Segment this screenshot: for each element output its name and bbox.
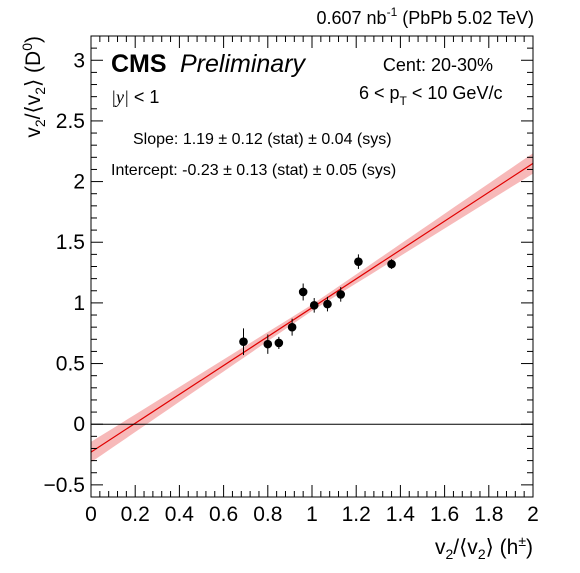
data-marker	[287, 322, 297, 332]
data-marker	[354, 257, 363, 266]
x-tick-label: 0.4	[165, 503, 195, 526]
pt-label: 6 < pT < 10 GeV/c	[359, 83, 502, 108]
x-tick-label: 0.2	[121, 503, 150, 526]
rapidity-label: |y| < 1	[111, 87, 159, 107]
x-tick-label: 1.8	[474, 503, 503, 526]
data-point-9	[354, 254, 363, 269]
data-marker	[298, 287, 308, 297]
data-point-3	[274, 336, 284, 349]
y-tick-label: 2.5	[56, 110, 85, 133]
data-point-2	[263, 334, 273, 354]
x-tick-label: 1.4	[386, 503, 416, 526]
data-marker	[336, 290, 346, 299]
data-points-layer	[239, 254, 396, 356]
data-marker	[274, 338, 284, 348]
y-tick-label: 1	[73, 292, 85, 315]
data-marker	[239, 337, 248, 347]
y-axis-title: v2/⟨v2⟩ (D0)	[19, 36, 48, 138]
y-tick-label: 1.5	[56, 231, 85, 254]
data-point-4	[287, 318, 297, 336]
slope-annotation: Slope: 1.19 ± 0.12 (stat) ± 0.04 (sys)	[133, 131, 392, 148]
luminosity-label: 0.607 nb-1 (PbPb 5.02 TeV)	[317, 5, 535, 28]
preliminary-label: Preliminary	[180, 50, 307, 78]
data-marker	[387, 259, 396, 269]
x-tick-label: 0.8	[253, 503, 282, 526]
cms-label: CMS	[111, 50, 167, 78]
x-tick-label: 1	[306, 503, 318, 526]
data-marker	[323, 299, 332, 309]
y-tick-label: 2	[73, 171, 85, 194]
data-marker	[263, 339, 273, 349]
data-point-7	[323, 296, 332, 312]
y-ticks-layer: −0.5 0 0.5 1 1.5 2 2.5 3	[44, 35, 533, 498]
x-tick-label: 0	[85, 503, 97, 526]
data-point-8	[336, 287, 346, 302]
x-tick-label: 1.6	[430, 503, 459, 526]
x-tick-label: 0.6	[209, 503, 238, 526]
x-tick-label: 1.2	[342, 503, 371, 526]
data-point-1	[239, 328, 248, 356]
y-tick-label: 0.5	[56, 353, 85, 376]
y-tick-label: 3	[73, 49, 85, 72]
x-tick-label: 2	[527, 503, 539, 526]
y-tick-label: −0.5	[44, 474, 85, 497]
centrality-label: Cent: 20-30%	[383, 55, 493, 75]
data-point-6	[309, 298, 319, 313]
x-ticks-layer: 0 0.2 0.4 0.6 0.8 1 1.2 1.4 1.6 1.8 2	[85, 36, 539, 526]
data-point-10	[387, 259, 396, 269]
x-axis-title: v2/⟨v2⟩ (h±)	[435, 533, 533, 562]
intercept-annotation: Intercept: -0.23 ± 0.13 (stat) ± 0.05 (s…	[111, 162, 396, 179]
data-point-5	[298, 283, 308, 301]
y-tick-label: 0	[73, 413, 85, 436]
data-marker	[309, 301, 319, 310]
